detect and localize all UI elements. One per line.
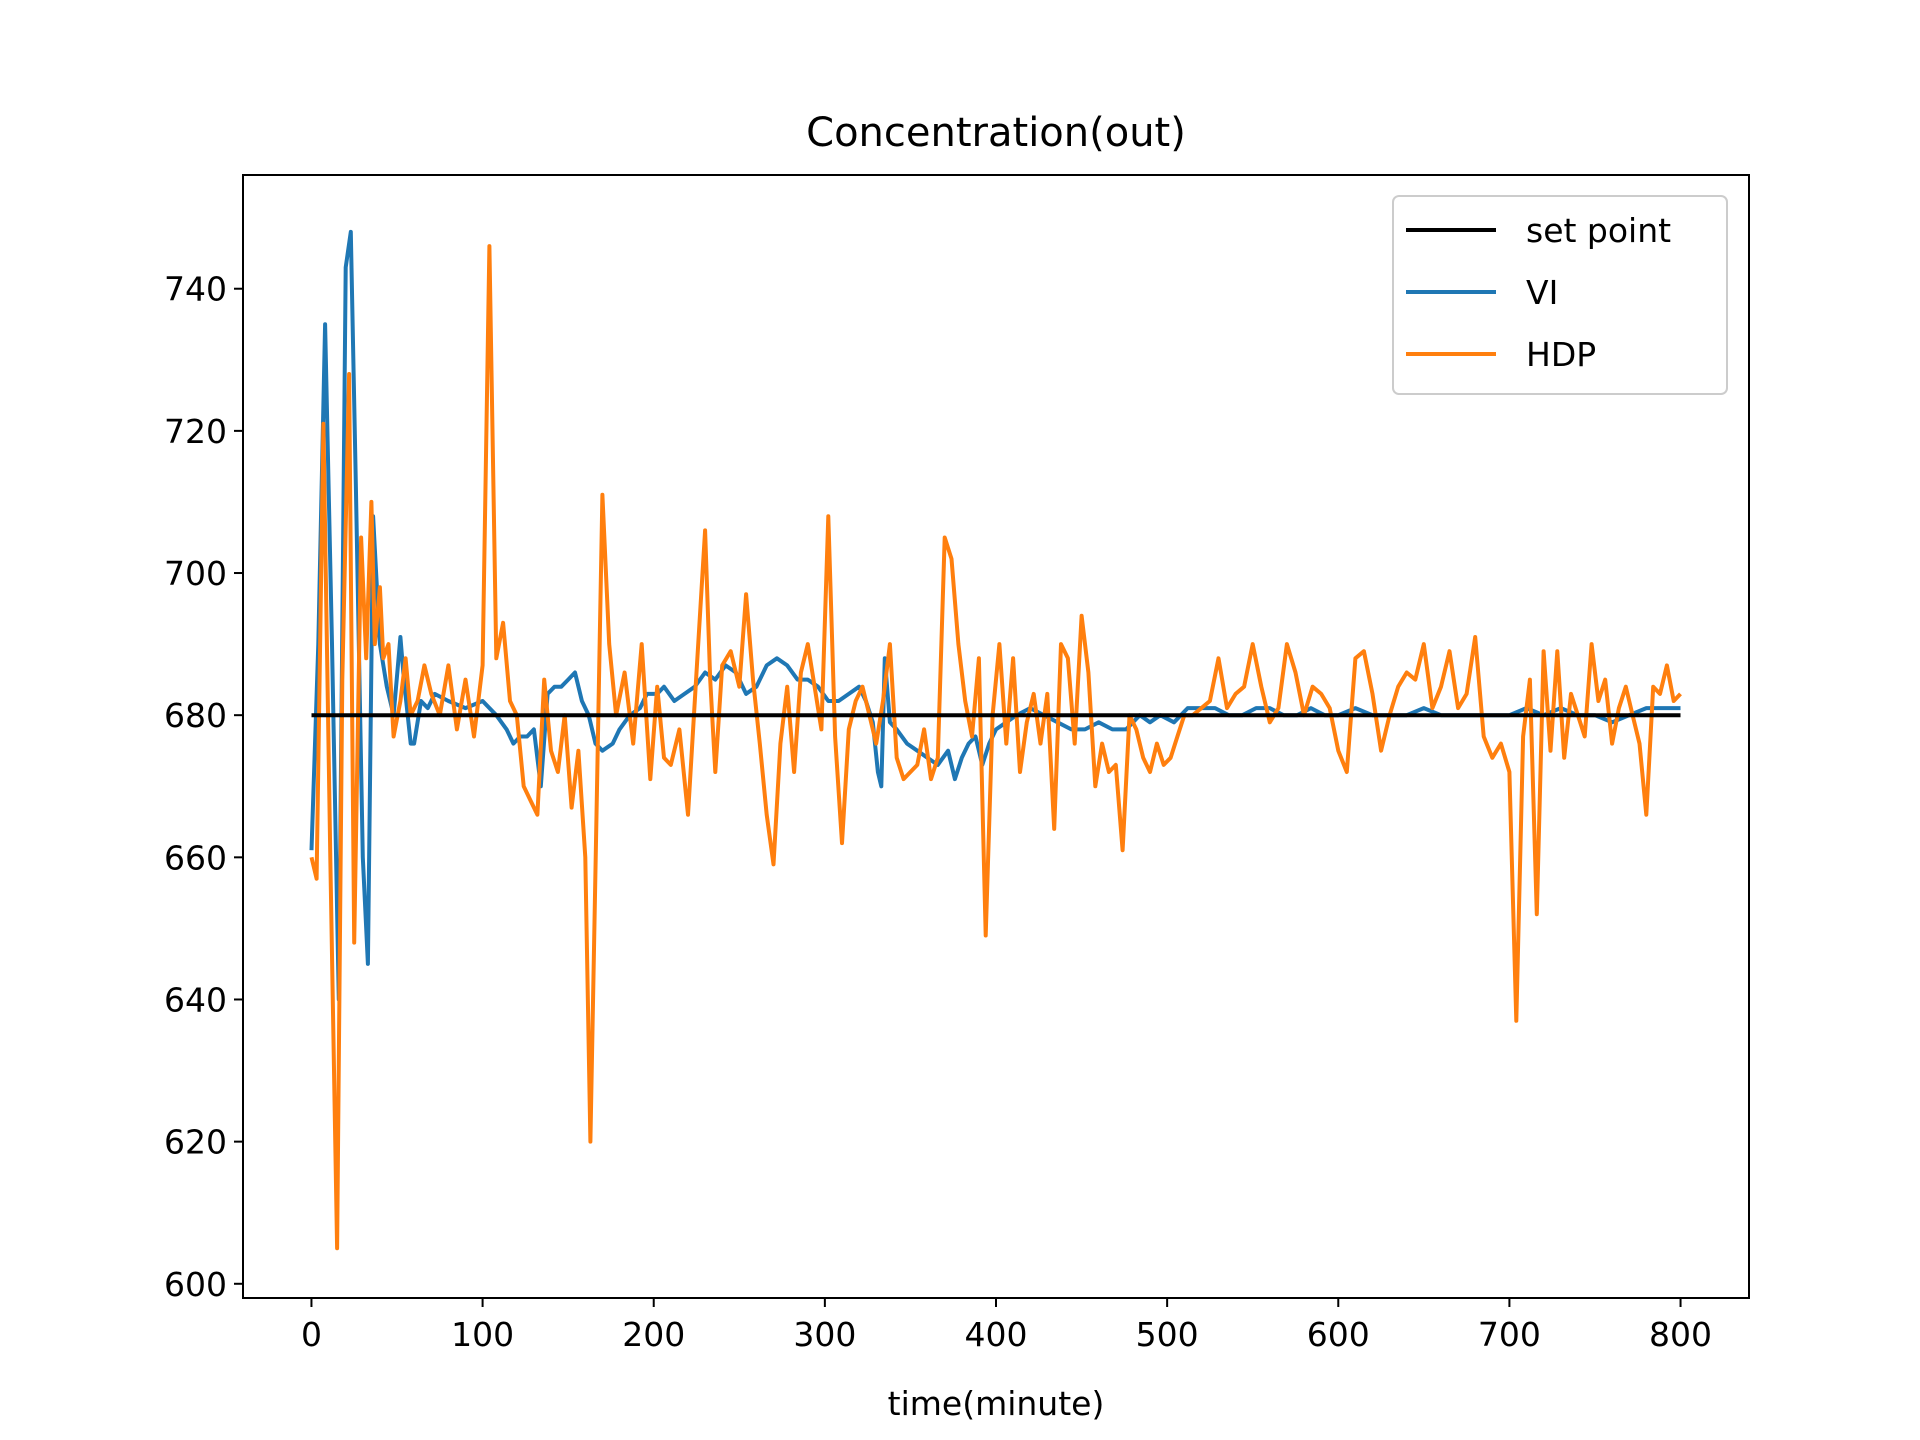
x-tick-label: 600 [1307,1315,1370,1354]
legend-label-vi: VI [1526,273,1558,312]
x-tick-label: 100 [451,1315,514,1354]
x-tick-label: 400 [965,1315,1028,1354]
chart-title: Concentration(out) [806,110,1186,156]
plot-area [309,229,1682,1251]
x-tick-label: 500 [1136,1315,1199,1354]
y-tick-label: 640 [164,980,227,1019]
legend-label-hdp: HDP [1526,335,1596,374]
x-axis-label: time(minute) [888,1384,1105,1423]
legend: set point VI HDP [1392,195,1728,395]
y-tick-label: 700 [164,554,227,593]
legend-label-set-point: set point [1526,211,1671,250]
axis-ticks: 0 100 200 300 400 500 600 700 800 600 620 640 660 680… [164,270,1712,1354]
x-tick-label: 800 [1649,1315,1712,1354]
y-tick-label: 660 [164,838,227,877]
y-tick-label: 680 [164,696,227,735]
y-tick-label: 600 [164,1265,227,1304]
legend-frame [1392,195,1728,395]
x-tick-label: 300 [793,1315,856,1354]
y-tick-label: 620 [164,1123,227,1162]
series-line-hdp [309,244,1682,1251]
y-tick-label: 740 [164,270,227,309]
x-tick-label: 700 [1478,1315,1541,1354]
y-tick-label: 720 [164,412,227,451]
x-tick-label: 0 [301,1315,322,1354]
x-tick-label: 200 [622,1315,685,1354]
